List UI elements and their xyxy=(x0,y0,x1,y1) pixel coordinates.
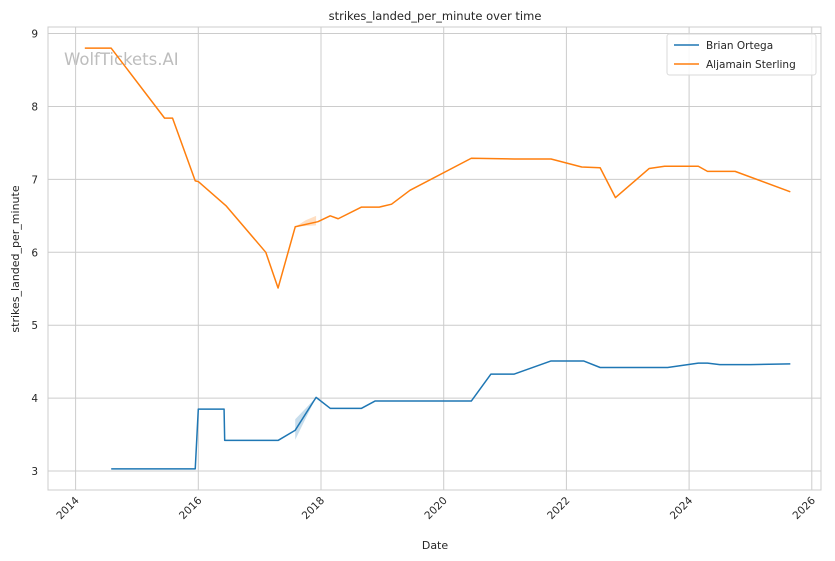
series-line-aljamain-sterling xyxy=(84,47,791,289)
plot-frame xyxy=(47,26,822,491)
watermark-text: WolfTickets.AI xyxy=(64,50,179,69)
legend: Brian Ortega Aljamain Sterling xyxy=(666,33,817,76)
x-axis-label: Date xyxy=(422,539,449,552)
y-tick-label: 3 xyxy=(31,466,38,478)
legend-box xyxy=(666,33,817,76)
legend-label-brian-ortega: Brian Ortega xyxy=(706,40,773,52)
x-tick-label: 2026 xyxy=(791,494,819,522)
tick-labels: 2014 2016 2018 2020 2022 2024 2026 3 4 5 6 7 8 9 xyxy=(31,29,818,522)
confidence-bands xyxy=(295,215,317,440)
confidence-band-brian-ortega xyxy=(295,397,317,440)
x-tick-label: 2018 xyxy=(300,495,327,522)
x-tick-label: 2016 xyxy=(177,494,205,522)
series-lines xyxy=(84,47,791,470)
x-tick-label: 2024 xyxy=(668,494,696,522)
chart-title: strikes_landed_per_minute over time xyxy=(329,9,542,23)
x-tick-label: 2022 xyxy=(545,495,572,522)
x-tick-label: 2014 xyxy=(54,494,82,522)
y-tick-label: 6 xyxy=(31,247,38,259)
y-tick-label: 4 xyxy=(31,393,38,405)
y-tick-label: 8 xyxy=(31,101,38,113)
y-axis-label: strikes_landed_per_minute xyxy=(9,185,22,332)
grid xyxy=(48,27,821,490)
x-tick-label: 2020 xyxy=(422,495,449,522)
legend-label-aljamain-sterling: Aljamain Sterling xyxy=(706,59,796,71)
series-line-brian-ortega xyxy=(111,360,791,470)
confidence-band-aljamain-sterling xyxy=(295,215,317,227)
y-tick-label: 5 xyxy=(31,320,38,332)
y-tick-label: 9 xyxy=(31,29,38,41)
y-tick-label: 7 xyxy=(31,174,38,186)
